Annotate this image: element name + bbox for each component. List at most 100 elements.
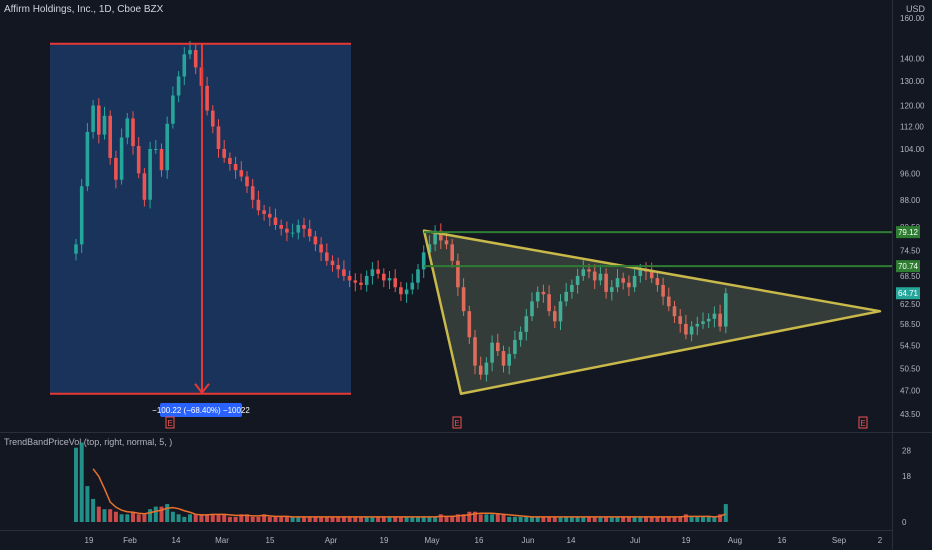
volume-bar — [188, 514, 192, 522]
time-tick: 19 — [380, 536, 389, 545]
candle-body — [285, 228, 289, 233]
volume-bar — [279, 516, 284, 522]
volume-bar — [547, 516, 552, 522]
triangle-pattern — [422, 229, 882, 395]
volume-tick: 0 — [902, 518, 907, 527]
volume-bar — [182, 516, 187, 522]
volume-bar — [484, 514, 489, 522]
volume-bar — [85, 486, 90, 522]
time-tick: Feb — [123, 536, 137, 545]
measure-arrow-head — [194, 383, 210, 395]
volume-bar — [569, 516, 574, 522]
volume-bar — [718, 514, 723, 522]
candle-body — [496, 342, 500, 352]
time-tick: 2 — [878, 536, 883, 545]
candle-body — [701, 321, 705, 324]
candle-body — [541, 291, 546, 295]
candle-body — [279, 224, 283, 229]
volume-bar — [404, 516, 409, 522]
volume-bar — [552, 516, 557, 522]
candle-body — [125, 118, 130, 138]
volume-bar — [427, 516, 432, 522]
candle-body — [188, 50, 192, 55]
time-tick: May — [424, 536, 439, 545]
volume-bar — [267, 516, 272, 522]
candle-body — [473, 337, 477, 366]
candle-body — [290, 232, 295, 234]
candle-body — [649, 271, 654, 279]
price-tick: 96.00 — [900, 169, 921, 178]
volume-bar — [644, 516, 648, 522]
volume-bar — [119, 514, 124, 522]
candle-body — [632, 275, 637, 288]
candle-body — [518, 331, 523, 340]
volume-bar — [723, 504, 728, 522]
candle-body — [399, 287, 403, 295]
time-tick: 19 — [85, 536, 94, 545]
price-tick: 62.50 — [900, 300, 921, 309]
candle-body — [256, 199, 261, 211]
volume-bar — [683, 514, 688, 522]
volume-bar — [626, 516, 631, 522]
volume-bar — [438, 514, 443, 522]
candle-body — [484, 362, 489, 375]
candle-body — [667, 296, 671, 307]
candle-body — [718, 313, 722, 327]
volume-bar — [262, 514, 267, 522]
volume-tick: 18 — [902, 472, 911, 481]
candle-body — [444, 240, 449, 245]
candle-body — [530, 301, 534, 317]
volume-bar — [387, 516, 392, 522]
candle-body — [621, 278, 625, 283]
candle-body — [222, 148, 226, 158]
candle-body — [313, 236, 318, 245]
time-tick: 16 — [778, 536, 787, 545]
candle-body — [330, 260, 335, 266]
volume-bar — [410, 516, 415, 522]
volume-bar — [558, 516, 563, 522]
earnings-marker-feb: E — [167, 419, 172, 428]
candle-body — [336, 265, 340, 270]
volume-bar — [284, 516, 289, 522]
candle-body — [433, 230, 437, 245]
price-tick: 47.00 — [900, 386, 921, 395]
volume-bar — [319, 516, 324, 522]
candle-body — [262, 210, 266, 214]
volume-bar — [216, 514, 221, 522]
candle-body — [678, 316, 682, 324]
time-tick: 19 — [682, 536, 691, 545]
volume-bar — [421, 516, 426, 522]
volume-bar — [575, 516, 580, 522]
volume-bar — [210, 514, 215, 522]
price-tick: 120.00 — [900, 101, 925, 110]
volume-bar — [227, 516, 232, 522]
volume-bar — [467, 511, 472, 522]
candle-body — [393, 278, 397, 288]
volume-bar — [678, 516, 683, 522]
volume-bar — [518, 516, 523, 522]
price-tick: 74.50 — [900, 246, 921, 255]
volume-bar — [433, 516, 438, 522]
candle-body — [319, 244, 323, 253]
volume-bar — [655, 516, 660, 522]
candle-body — [513, 339, 517, 354]
volume-bar — [461, 514, 466, 522]
candle-body — [364, 275, 369, 285]
volume-bar — [330, 516, 335, 522]
volume-bar — [473, 511, 477, 522]
price-tick: 88.00 — [900, 196, 921, 205]
volume-bar — [79, 442, 84, 522]
candle-body — [404, 289, 409, 295]
volume-bar — [165, 504, 170, 522]
candle-body — [610, 287, 614, 292]
volume-bar — [621, 516, 626, 522]
candle-body — [359, 282, 363, 285]
volume-indicator-label: TrendBandPriceVol (top, right, normal, 5… — [4, 437, 173, 447]
candle-body — [410, 282, 415, 290]
price-tick: 112.00 — [900, 122, 924, 131]
volume-bar — [96, 506, 101, 522]
candle-body — [439, 230, 443, 241]
candle-body — [416, 269, 420, 283]
candle-body — [353, 280, 358, 283]
